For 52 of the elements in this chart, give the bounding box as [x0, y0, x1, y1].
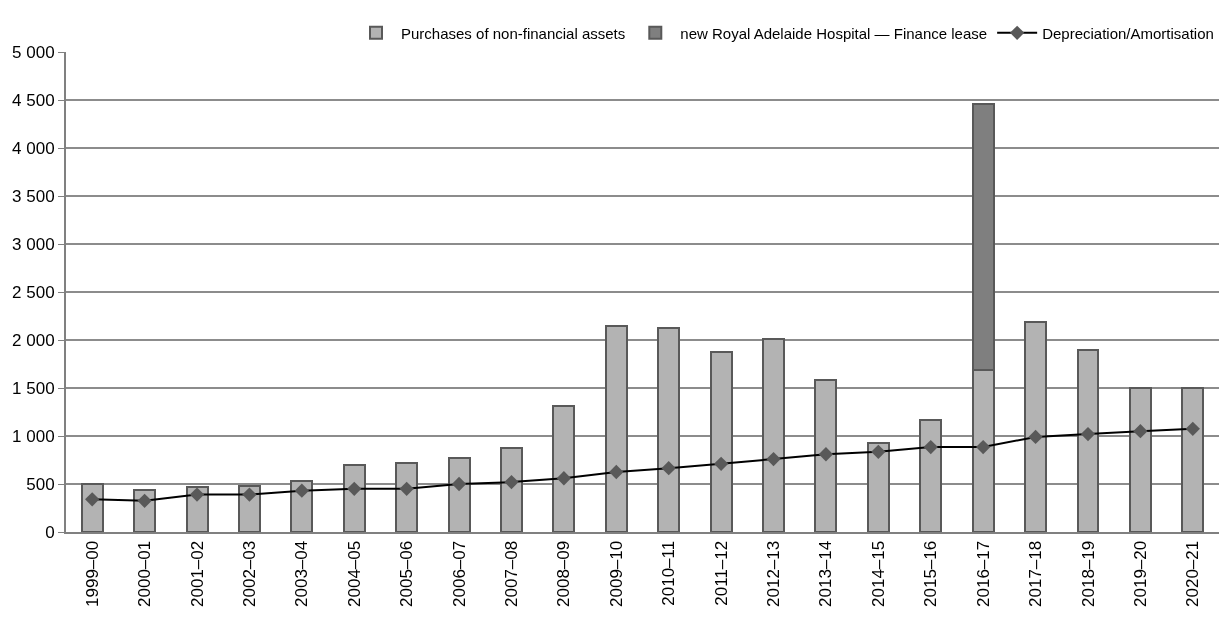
- bar: [1181, 387, 1205, 532]
- x-tick-label: 2020–21: [1183, 540, 1203, 607]
- legend-label: Depreciation/Amortisation: [1042, 24, 1214, 42]
- x-tick-label: 2010–11: [659, 540, 679, 606]
- x-tick-label: 2015–16: [921, 540, 941, 607]
- y-tick-label: 0: [45, 522, 55, 542]
- bar: [1024, 320, 1048, 532]
- y-tick-label: 4 000: [12, 138, 55, 158]
- bar: [657, 327, 681, 532]
- y-tick-label: 5 000: [12, 42, 55, 62]
- x-tick-label: 2012–13: [764, 540, 784, 607]
- bar: [500, 447, 523, 532]
- x-tick-label: 2004–05: [344, 540, 364, 607]
- bar: [395, 461, 419, 532]
- y-tick-label: 2 500: [12, 282, 55, 302]
- x-tick-label: 2017–18: [1026, 540, 1046, 607]
- y-tick-label: 1 000: [12, 426, 55, 446]
- bar: [1076, 348, 1100, 532]
- bar: [709, 351, 733, 532]
- bar: [342, 463, 366, 532]
- x-tick-label: 2014–15: [868, 540, 888, 607]
- bar: [866, 441, 890, 532]
- y-tick-label: 2 000: [12, 330, 55, 350]
- bar: [919, 419, 943, 532]
- x-tick-label: 2007–08: [502, 540, 522, 607]
- x-tick-label: 2018–19: [1078, 540, 1098, 607]
- y-tick-label: 500: [26, 474, 55, 494]
- x-tick-label: 1999–00: [82, 540, 102, 607]
- x-tick-label: 2008–09: [554, 540, 574, 607]
- x-tick-label: 2011–12: [711, 540, 731, 606]
- x-tick-label: 2001–02: [187, 540, 207, 607]
- x-tick-label: 2013–14: [816, 540, 836, 607]
- x-tick-label: 2002–03: [239, 540, 259, 607]
- x-tick-label: 2019–20: [1130, 540, 1150, 607]
- x-tick-label: 2006–07: [449, 540, 469, 607]
- y-tick-label: 3 000: [12, 234, 55, 254]
- bar: [604, 324, 628, 532]
- x-tick-label: 2016–17: [973, 540, 993, 607]
- bar: [814, 379, 838, 532]
- y-tick-label: 3 500: [12, 186, 55, 206]
- bar: [762, 338, 785, 532]
- y-tick-label: 1 500: [12, 378, 55, 398]
- legend-label: Purchases of non-financial assets: [401, 24, 626, 42]
- bar: [1128, 387, 1152, 532]
- x-tick-label: 2009–10: [606, 540, 626, 607]
- bar: [447, 457, 471, 532]
- bar: [552, 405, 576, 532]
- x-tick-label: 2000–01: [135, 540, 155, 607]
- x-tick-label: 2003–04: [292, 540, 312, 607]
- legend-label: new Royal Adelaide Hospital — Finance lease: [680, 24, 988, 42]
- x-tick-label: 2005–06: [397, 540, 417, 607]
- y-tick-label: 4 500: [12, 90, 55, 110]
